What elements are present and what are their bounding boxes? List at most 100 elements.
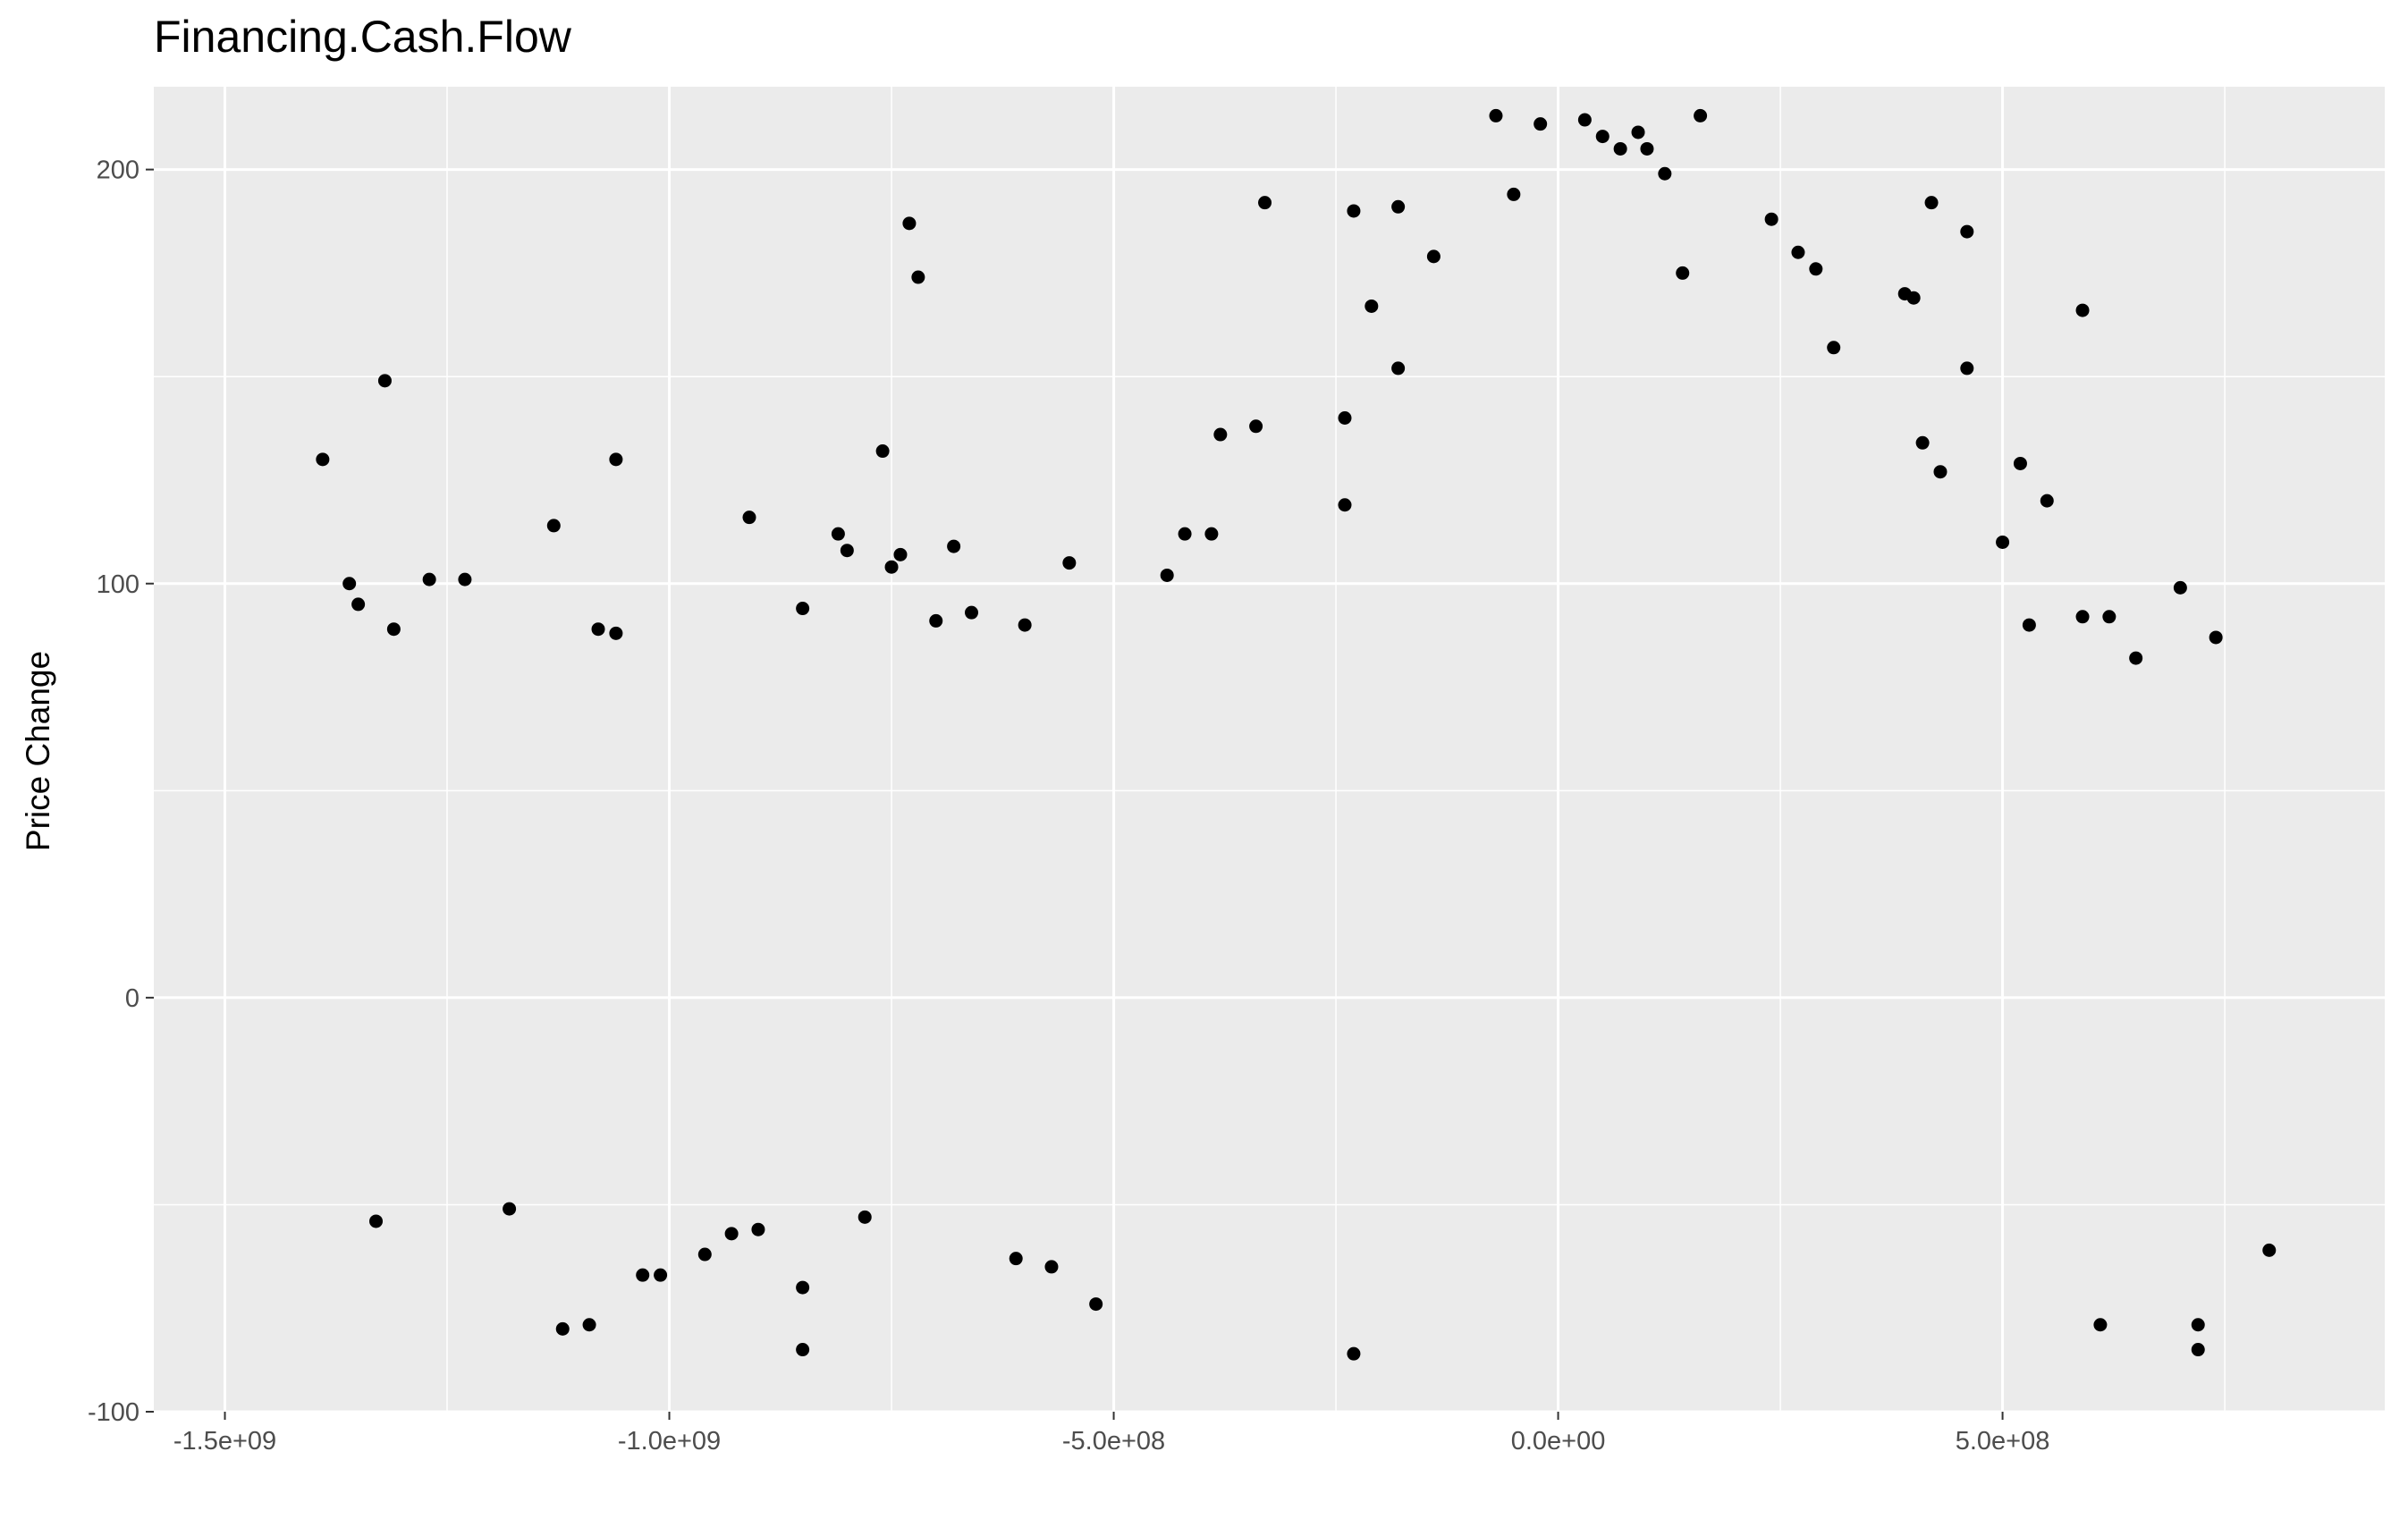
data-point xyxy=(858,1210,872,1224)
data-point xyxy=(2102,610,2117,624)
data-point xyxy=(342,577,357,591)
data-point xyxy=(2191,1343,2205,1357)
data-point xyxy=(1426,249,1441,264)
data-point xyxy=(947,539,961,553)
x-tick-label: -1.5e+09 xyxy=(173,1427,276,1456)
data-point xyxy=(2129,651,2143,665)
x-tick-label: -1.0e+09 xyxy=(618,1427,721,1456)
data-point xyxy=(1809,262,1823,276)
data-point xyxy=(1996,535,2010,549)
data-point xyxy=(1213,427,1228,442)
data-point xyxy=(377,374,392,388)
data-point xyxy=(831,527,845,541)
data-point xyxy=(1258,196,1272,210)
y-tick-label: 0 xyxy=(125,984,139,1013)
data-point xyxy=(965,605,979,620)
data-point xyxy=(582,1318,596,1332)
data-point xyxy=(1391,361,1406,376)
data-point xyxy=(2262,1243,2277,1257)
y-tick-label: -100 xyxy=(88,1398,139,1427)
data-point xyxy=(1507,187,1521,201)
data-point xyxy=(840,544,854,558)
data-point xyxy=(902,216,917,231)
data-point xyxy=(1534,117,1548,131)
data-point xyxy=(2173,580,2187,595)
data-point xyxy=(2093,1318,2108,1332)
data-point xyxy=(654,1268,668,1282)
data-point xyxy=(2075,303,2090,317)
data-point xyxy=(1178,527,1192,541)
data-point xyxy=(1658,166,1672,181)
data-point xyxy=(1347,204,1361,218)
data-point xyxy=(2013,456,2027,470)
data-point xyxy=(1906,291,1921,305)
data-point xyxy=(911,270,925,284)
data-point xyxy=(1044,1260,1059,1274)
data-point xyxy=(1089,1297,1103,1312)
data-point xyxy=(1631,125,1645,139)
x-tick-label: 5.0e+08 xyxy=(1956,1427,2050,1456)
data-point xyxy=(1915,435,1930,450)
data-point xyxy=(1827,341,1841,355)
data-point xyxy=(1960,224,1974,239)
data-point xyxy=(546,519,561,533)
data-point xyxy=(636,1268,650,1282)
plot-panel xyxy=(154,87,2385,1412)
data-point xyxy=(1577,113,1592,127)
data-point xyxy=(1933,465,1948,479)
data-point xyxy=(1062,556,1077,570)
data-point xyxy=(2022,618,2036,632)
data-point xyxy=(1249,419,1263,434)
data-point xyxy=(1204,527,1219,541)
x-tick-label: 0.0e+00 xyxy=(1511,1427,1606,1456)
data-point xyxy=(1764,212,1779,226)
data-point xyxy=(369,1214,384,1228)
data-point xyxy=(724,1227,739,1241)
data-point xyxy=(2075,610,2090,624)
data-point xyxy=(591,622,605,637)
data-point xyxy=(1018,618,1032,632)
grid-lines xyxy=(154,87,2385,1414)
data-point xyxy=(796,602,810,616)
data-point xyxy=(893,547,908,561)
data-point xyxy=(503,1202,517,1216)
chart-title: Financing.Cash.Flow xyxy=(154,12,572,62)
data-point xyxy=(1160,568,1174,582)
data-point xyxy=(555,1321,570,1336)
data-point xyxy=(351,597,366,612)
data-point xyxy=(458,572,472,587)
data-point xyxy=(1338,498,1352,512)
data-point xyxy=(1676,266,1690,280)
data-point xyxy=(2191,1318,2205,1332)
data-point xyxy=(1009,1252,1023,1266)
data-point xyxy=(386,622,401,637)
y-axis-title: Price Change xyxy=(20,651,56,851)
axis-ticks: -1.5e+09 -1.0e+09 -5.0e+08 0.0e+00 5.0e+08 -1… xyxy=(88,156,2049,1456)
data-point xyxy=(796,1343,810,1357)
data-point xyxy=(1595,130,1610,144)
data-point xyxy=(1640,141,1654,156)
data-point xyxy=(796,1280,810,1295)
data-point xyxy=(1489,108,1503,122)
data-point xyxy=(1791,245,1805,259)
data-point xyxy=(609,452,623,467)
data-point xyxy=(1613,141,1627,156)
x-tick-label: -5.0e+08 xyxy=(1062,1427,1165,1456)
data-point xyxy=(1365,299,1379,313)
data-point xyxy=(1391,199,1406,214)
data-point xyxy=(875,444,890,459)
data-point xyxy=(929,613,943,628)
data-point xyxy=(1347,1346,1361,1361)
data-point xyxy=(884,560,899,574)
data-point xyxy=(316,452,330,467)
data-point xyxy=(742,511,756,525)
data-point xyxy=(1924,196,1939,210)
data-point xyxy=(1694,108,1708,122)
data-point xyxy=(1960,361,1974,376)
data-point xyxy=(751,1222,765,1236)
y-tick-label: 200 xyxy=(97,156,139,185)
data-point xyxy=(2209,630,2223,645)
data-point xyxy=(697,1247,712,1262)
data-point xyxy=(1338,411,1352,425)
